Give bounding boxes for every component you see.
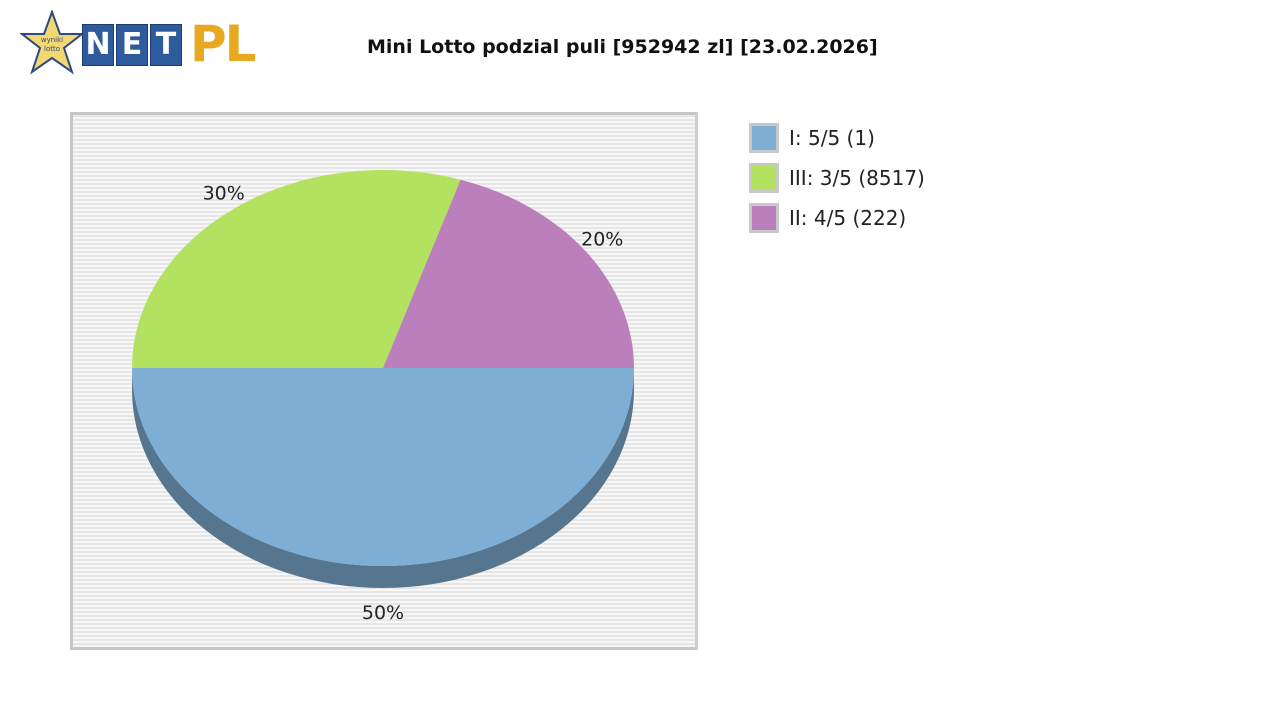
legend-label: II: 4/5 (222) <box>789 206 907 230</box>
svg-text:wyniki: wyniki <box>41 36 63 44</box>
logo-tile-e: E <box>116 24 148 66</box>
netpl-logo: wyniki lotto N E T PL <box>20 10 265 78</box>
legend-label: III: 3/5 (8517) <box>789 166 925 190</box>
legend-item: II: 4/5 (222) <box>749 203 906 233</box>
slice-label: 50% <box>362 602 404 624</box>
pie-slice <box>132 170 461 368</box>
star-icon: wyniki lotto <box>20 10 84 75</box>
legend-swatch <box>749 203 779 233</box>
legend-swatch <box>749 123 779 153</box>
slice-label: 30% <box>203 183 245 205</box>
legend-item: III: 3/5 (8517) <box>749 163 925 193</box>
logo-tile-n: N <box>82 24 114 66</box>
slice-label: 20% <box>581 229 623 251</box>
logo-pl: PL <box>190 15 257 73</box>
pie-slice <box>132 368 634 566</box>
pie-slice <box>383 179 634 368</box>
svg-text:lotto: lotto <box>44 45 60 53</box>
legend-label: I: 5/5 (1) <box>789 126 875 150</box>
legend-swatch <box>749 163 779 193</box>
legend-item: I: 5/5 (1) <box>749 123 875 153</box>
chart-title: Mini Lotto podzial puli [952942 zl] [23.… <box>367 36 878 58</box>
logo-tile-t: T <box>150 24 182 66</box>
